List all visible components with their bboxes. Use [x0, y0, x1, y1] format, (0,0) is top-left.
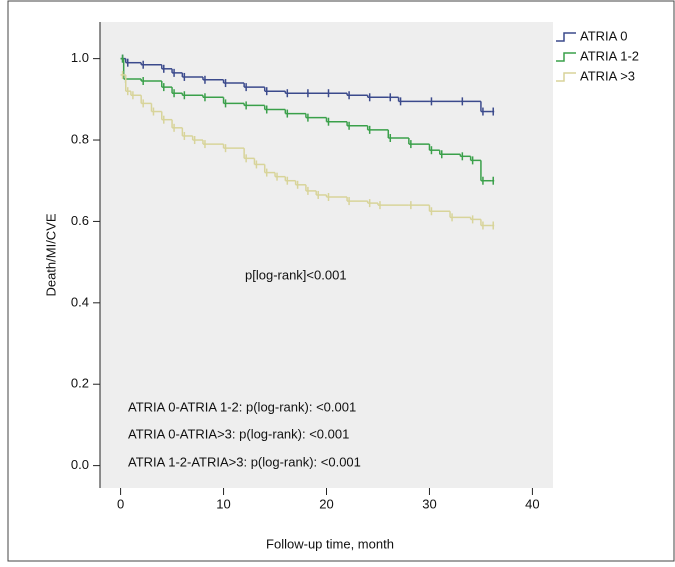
step-segment [223, 144, 245, 159]
step-segment [491, 176, 495, 185]
step-segment [480, 221, 492, 230]
step-segment [161, 83, 173, 94]
step-segment [429, 97, 461, 106]
x-tick-label: 20 [319, 496, 333, 511]
y-tick-label: 0.6 [71, 213, 89, 228]
y-tick-label: 1.0 [71, 50, 89, 65]
step-segment [130, 91, 142, 104]
y-axis-label: Death/MI/CVE [43, 213, 58, 296]
step-segment [408, 140, 431, 151]
step-segment [491, 221, 495, 230]
y-tick-label: 0.2 [71, 376, 89, 391]
step-segment [161, 115, 173, 128]
step-segment [202, 93, 225, 104]
step-segment [460, 97, 482, 112]
plot-area [100, 22, 553, 488]
y-tick-label: 0.4 [71, 294, 89, 309]
step-segment [172, 123, 184, 136]
x-axis-label: Follow-up time, month [266, 536, 394, 551]
legend-label: ATRIA >3 [580, 68, 635, 83]
annotation: ATRIA 0-ATRIA>3: p(log-rank): <0.001 [128, 426, 349, 441]
step-segment [480, 107, 492, 116]
annotation: p[log-rank]<0.001 [245, 267, 347, 282]
x-tick-label: 40 [525, 496, 539, 511]
frame [7, 0, 675, 562]
y-tick-label: 0.0 [71, 457, 89, 472]
step-segment [429, 207, 451, 218]
step-segment [377, 201, 409, 210]
legend-swatch [556, 72, 576, 82]
step-segment [141, 99, 153, 112]
step-segment [254, 160, 266, 173]
y-tick-label: 0.8 [71, 131, 89, 146]
step-segment [120, 70, 127, 92]
step-segment [305, 89, 327, 98]
annotation: ATRIA 1-2-ATRIA>3: p(log-rank): <0.001 [128, 454, 361, 469]
step-segment [244, 154, 256, 165]
step-segment [480, 176, 492, 185]
legend-label: ATRIA 0 [580, 28, 627, 43]
step-segment [295, 180, 307, 191]
step-segment [388, 133, 410, 145]
step-segment [285, 89, 306, 98]
step-segment [151, 107, 163, 120]
step-segment [470, 156, 482, 181]
legend-label: ATRIA 1-2 [580, 48, 639, 63]
step-segment [367, 93, 389, 102]
step-segment [491, 107, 495, 116]
x-tick-label: 0 [117, 496, 124, 511]
legend-swatch [556, 32, 576, 42]
x-tick-label: 10 [216, 496, 230, 511]
step-segment [408, 201, 431, 212]
x-tick-label: 30 [422, 496, 436, 511]
step-segment [398, 97, 430, 106]
step-segment [367, 125, 390, 138]
step-segment [470, 215, 482, 226]
annotation: ATRIA 0-ATRIA 1-2: p(log-rank): <0.001 [128, 399, 356, 414]
step-segment [141, 77, 163, 88]
legend-swatch [556, 52, 576, 62]
